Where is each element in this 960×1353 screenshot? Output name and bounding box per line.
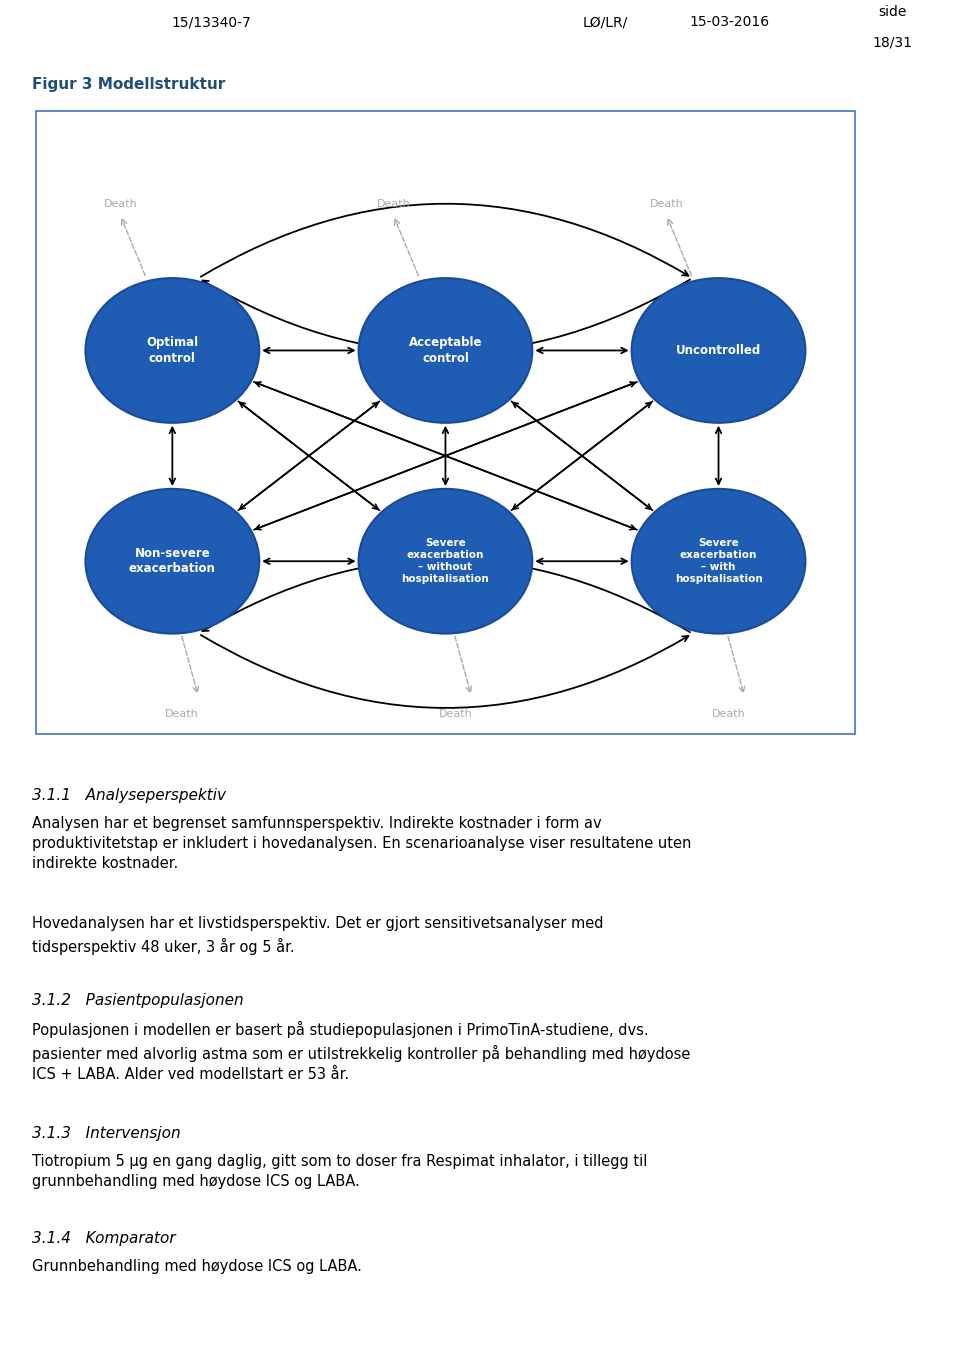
Text: 3.1.1   Analyseperspektiv: 3.1.1 Analyseperspektiv xyxy=(32,787,226,802)
Text: Death: Death xyxy=(165,709,199,718)
Text: Death: Death xyxy=(711,709,745,718)
Ellipse shape xyxy=(358,488,533,633)
Text: Figur 3 Modellstruktur: Figur 3 Modellstruktur xyxy=(32,77,225,92)
Ellipse shape xyxy=(358,279,533,422)
Text: Severe
exacerbation
– with
hospitalisation: Severe exacerbation – with hospitalisati… xyxy=(675,538,762,584)
Text: 3.1.3   Intervensjon: 3.1.3 Intervensjon xyxy=(32,1126,180,1141)
Text: Severe
exacerbation
– without
hospitalisation: Severe exacerbation – without hospitalis… xyxy=(401,538,490,584)
Ellipse shape xyxy=(632,279,805,422)
Text: 3.1.2   Pasientpopulasjonen: 3.1.2 Pasientpopulasjonen xyxy=(32,993,243,1008)
FancyArrowPatch shape xyxy=(201,635,688,708)
Text: Populasjonen i modellen er basert på studiepopulasjonen i PrimoTinA-studiene, dv: Populasjonen i modellen er basert på stu… xyxy=(32,1022,690,1082)
Text: Death: Death xyxy=(439,709,472,718)
Ellipse shape xyxy=(85,279,259,422)
Text: Tiotropium 5 μg en gang daglig, gitt som to doser fra Respimat inhalator, i till: Tiotropium 5 μg en gang daglig, gitt som… xyxy=(32,1154,647,1189)
Text: side: side xyxy=(878,5,907,19)
Text: Optimal
control: Optimal control xyxy=(146,336,199,365)
FancyArrowPatch shape xyxy=(201,204,688,276)
Text: Hovedanalysen har et livstidsperspektiv. Det er gjort sensitivetsanalyser med
ti: Hovedanalysen har et livstidsperspektiv.… xyxy=(32,916,603,955)
FancyBboxPatch shape xyxy=(36,111,855,735)
Text: Death: Death xyxy=(650,199,684,208)
Ellipse shape xyxy=(85,488,259,633)
FancyArrowPatch shape xyxy=(203,280,690,353)
FancyArrowPatch shape xyxy=(203,559,690,632)
Text: Death: Death xyxy=(376,199,411,208)
Text: 15-03-2016: 15-03-2016 xyxy=(689,15,770,30)
Ellipse shape xyxy=(632,488,805,633)
Text: Non-severe
exacerbation: Non-severe exacerbation xyxy=(129,547,216,575)
Text: 18/31: 18/31 xyxy=(873,37,913,50)
Text: Death: Death xyxy=(104,199,137,208)
Text: LØ/LR/: LØ/LR/ xyxy=(582,15,628,30)
Text: 15/13340-7: 15/13340-7 xyxy=(171,15,252,30)
Text: Analysen har et begrenset samfunnsperspektiv. Indirekte kostnader i form av
prod: Analysen har et begrenset samfunnsperspe… xyxy=(32,816,691,871)
Text: Acceptable
control: Acceptable control xyxy=(409,336,482,365)
Text: Uncontrolled: Uncontrolled xyxy=(676,344,761,357)
Text: 3.1.4   Komparator: 3.1.4 Komparator xyxy=(32,1231,176,1246)
Text: Grunnbehandling med høydose ICS og LABA.: Grunnbehandling med høydose ICS og LABA. xyxy=(32,1260,362,1275)
